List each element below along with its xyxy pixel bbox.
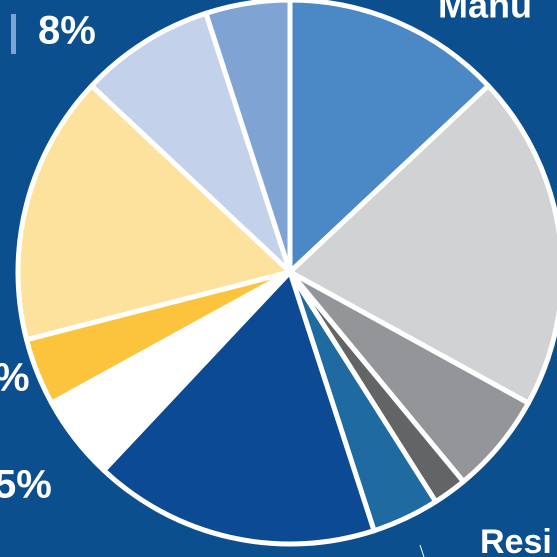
pie-slice xyxy=(101,269,377,547)
pie-slice xyxy=(203,0,293,275)
annotation: Resi xyxy=(480,523,552,557)
label-bar xyxy=(11,14,16,54)
pie-slice xyxy=(287,0,491,275)
pie xyxy=(15,0,557,547)
annotation: % xyxy=(0,356,30,400)
pie-slice xyxy=(89,10,293,275)
leader-line xyxy=(419,544,425,557)
annotation: 5% xyxy=(0,463,52,507)
annotation: 8% xyxy=(38,9,96,53)
pie-slice xyxy=(15,83,293,343)
pie-slice xyxy=(287,83,557,406)
annotation: Manu xyxy=(438,0,532,26)
